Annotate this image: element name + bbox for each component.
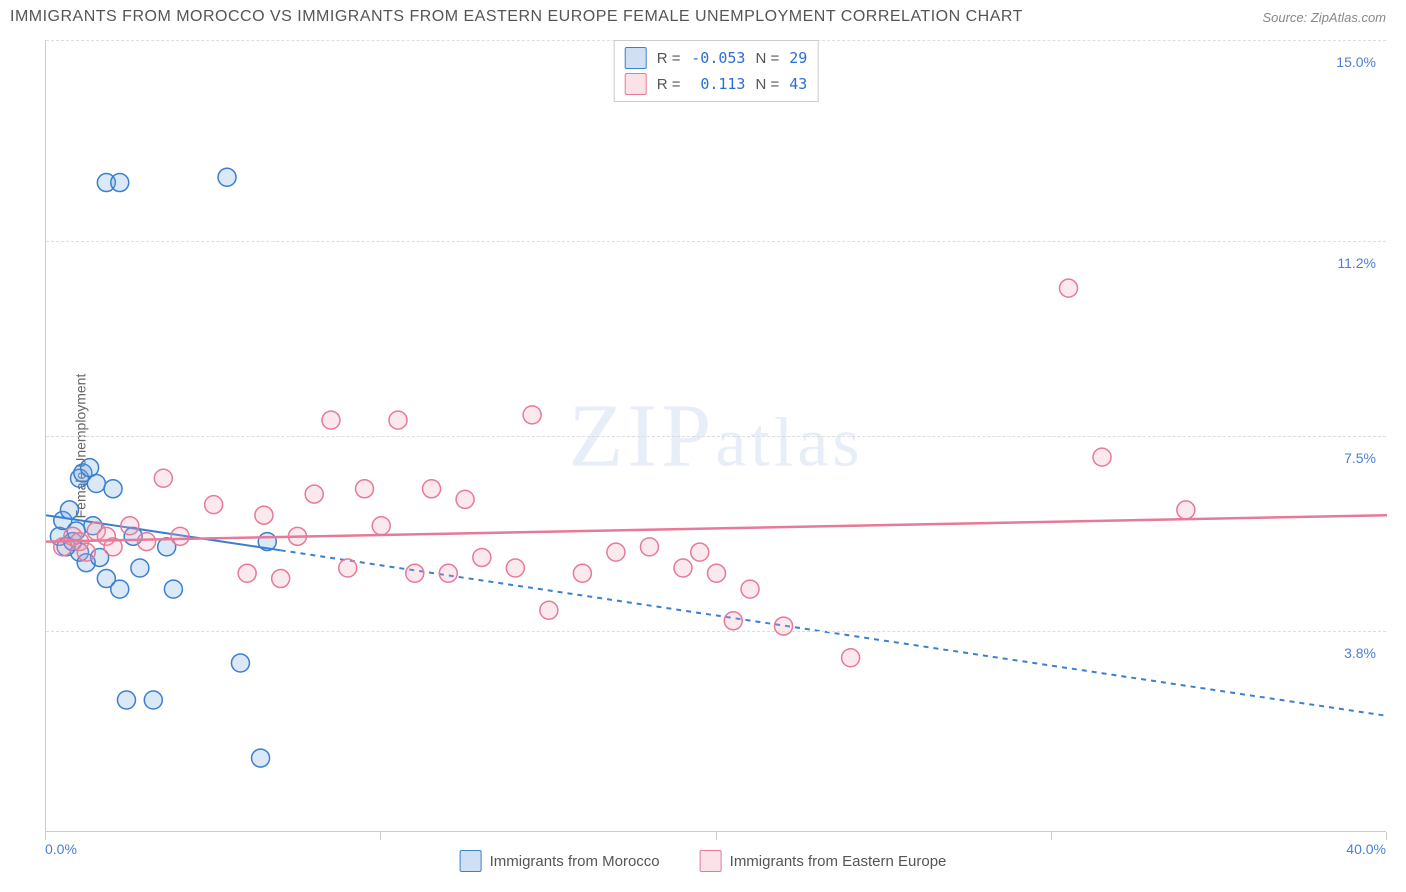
r-value: -0.053 [690, 49, 745, 67]
legend-label: Immigrants from Morocco [490, 853, 660, 870]
data-point-morocco [252, 749, 270, 767]
legend-swatch-icon [625, 73, 647, 95]
x-tick-mark [45, 832, 46, 840]
gridline [46, 631, 1386, 632]
data-point-eastern_europe [842, 649, 860, 667]
data-point-eastern_europe [1093, 448, 1111, 466]
data-point-eastern_europe [205, 496, 223, 514]
data-point-eastern_europe [305, 485, 323, 503]
data-point-eastern_europe [171, 527, 189, 545]
data-point-eastern_europe [708, 564, 726, 582]
data-point-eastern_europe [154, 469, 172, 487]
data-point-eastern_europe [138, 533, 156, 551]
data-point-morocco [131, 559, 149, 577]
data-point-eastern_europe [389, 411, 407, 429]
data-point-eastern_europe [255, 506, 273, 524]
x-tick-mark [716, 832, 717, 840]
data-point-eastern_europe [423, 480, 441, 498]
data-point-eastern_europe [573, 564, 591, 582]
y-tick-label: 7.5% [1344, 450, 1376, 466]
data-point-eastern_europe [607, 543, 625, 561]
x-tick-label: 0.0% [45, 841, 77, 857]
data-point-eastern_europe [741, 580, 759, 598]
data-point-morocco [111, 580, 129, 598]
data-point-eastern_europe [775, 617, 793, 635]
gridline [46, 241, 1386, 242]
n-label: N = [755, 76, 779, 93]
data-point-morocco [231, 654, 249, 672]
data-point-eastern_europe [272, 570, 290, 588]
data-point-morocco [117, 691, 135, 709]
data-point-eastern_europe [724, 612, 742, 630]
x-tick-mark [1386, 832, 1387, 840]
data-point-eastern_europe [238, 564, 256, 582]
source-attribution: Source: ZipAtlas.com [1262, 10, 1386, 25]
data-point-eastern_europe [322, 411, 340, 429]
legend-stats-row-eastern_europe: R = 0.113 N = 43 [625, 71, 808, 97]
plot-area: ZIPatlas R =-0.053N =29R =0.113N =43 3.8… [45, 40, 1386, 832]
chart-title: IMMIGRANTS FROM MOROCCO VS IMMIGRANTS FR… [10, 8, 1023, 26]
data-point-eastern_europe [674, 559, 692, 577]
x-tick-mark [380, 832, 381, 840]
legend-swatch-icon [625, 47, 647, 69]
y-tick-label: 15.0% [1336, 54, 1376, 70]
r-value: 0.113 [690, 75, 745, 93]
data-point-eastern_europe [456, 490, 474, 508]
data-point-eastern_europe [406, 564, 424, 582]
legend-stats-row-morocco: R = -0.053 N = 29 [625, 45, 808, 71]
n-value: 43 [789, 75, 807, 93]
data-point-eastern_europe [523, 406, 541, 424]
legend-bottom: Immigrants from Morocco Immigrants from E… [460, 850, 947, 872]
data-point-morocco [164, 580, 182, 598]
legend-item-morocco: Immigrants from Morocco [460, 850, 660, 872]
r-label: R = [657, 76, 681, 93]
trend-line-eastern_europe [46, 515, 1387, 541]
data-point-eastern_europe [1177, 501, 1195, 519]
data-point-eastern_europe [473, 548, 491, 566]
data-point-eastern_europe [691, 543, 709, 561]
data-point-morocco [111, 174, 129, 192]
legend-swatch-icon [700, 850, 722, 872]
gridline [46, 436, 1386, 437]
data-point-eastern_europe [372, 517, 390, 535]
data-point-eastern_europe [506, 559, 524, 577]
x-tick-mark [1051, 832, 1052, 840]
data-point-morocco [104, 480, 122, 498]
data-point-eastern_europe [121, 517, 139, 535]
data-point-eastern_europe [640, 538, 658, 556]
y-tick-label: 11.2% [1337, 255, 1376, 271]
n-value: 29 [789, 49, 807, 67]
data-point-morocco [218, 168, 236, 186]
data-point-eastern_europe [1060, 279, 1078, 297]
x-tick-label: 40.0% [1346, 841, 1386, 857]
data-point-eastern_europe [77, 543, 95, 561]
data-point-eastern_europe [355, 480, 373, 498]
legend-label: Immigrants from Eastern Europe [730, 853, 947, 870]
legend-stats-box: R = -0.053 N = 29 R = 0.113 N = 43 [614, 40, 819, 102]
n-label: N = [755, 50, 779, 67]
data-point-eastern_europe [540, 601, 558, 619]
r-label: R = [657, 50, 681, 67]
data-point-morocco [87, 475, 105, 493]
legend-swatch-icon [460, 850, 482, 872]
data-point-morocco [144, 691, 162, 709]
data-point-eastern_europe [439, 564, 457, 582]
y-tick-label: 3.8% [1344, 645, 1376, 661]
data-point-eastern_europe [339, 559, 357, 577]
data-point-morocco [60, 501, 78, 519]
legend-item-eastern_europe: Immigrants from Eastern Europe [700, 850, 947, 872]
